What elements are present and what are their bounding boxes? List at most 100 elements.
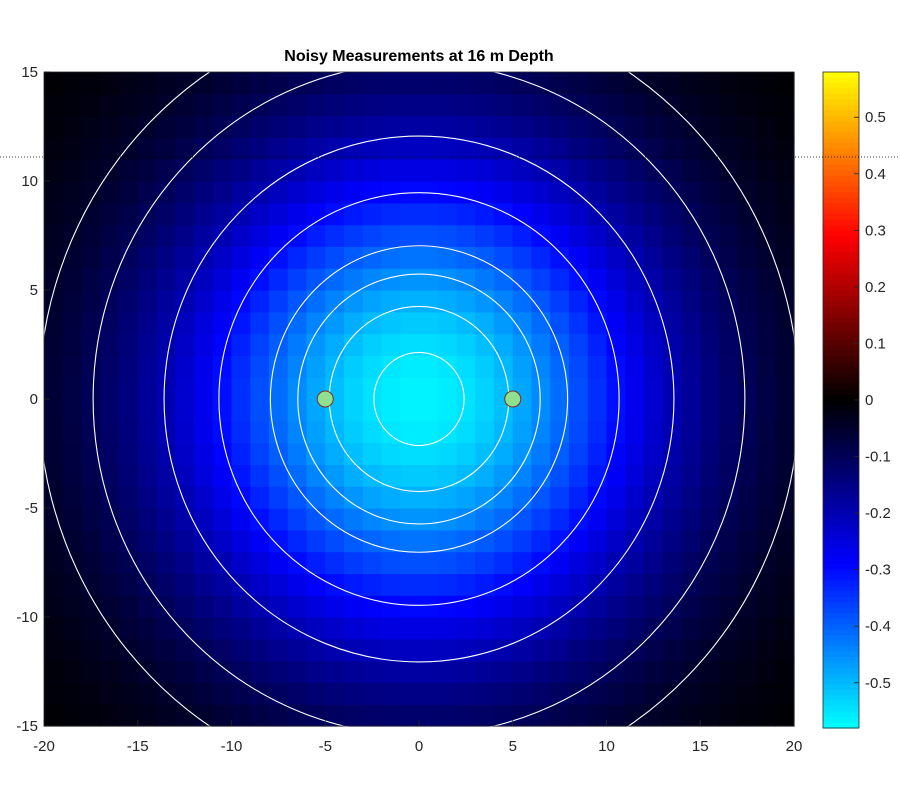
heatmap-cell — [644, 311, 664, 335]
heatmap-cell — [175, 93, 195, 117]
heatmap-cell — [231, 355, 251, 378]
heatmap-cell — [756, 617, 776, 640]
colorbar-band — [823, 186, 859, 193]
heatmap-cell — [250, 355, 270, 378]
heatmap-cell — [100, 399, 120, 422]
heatmap-cell — [62, 617, 83, 640]
heatmap-cell — [100, 137, 120, 160]
heatmap-cell — [456, 377, 476, 400]
heatmap-cell — [475, 704, 495, 727]
heatmap-cell — [475, 159, 495, 182]
heatmap-cell — [700, 420, 720, 444]
heatmap-cell — [494, 72, 514, 95]
colorbar-tick-label: 0.1 — [865, 335, 886, 352]
heatmap-cell — [700, 682, 720, 705]
heatmap-cell — [287, 682, 308, 705]
heatmap-cell — [250, 333, 270, 356]
heatmap-cell — [325, 682, 345, 705]
heatmap-cell — [156, 115, 176, 138]
heatmap-cell — [700, 529, 720, 553]
heatmap-cell — [700, 704, 720, 727]
heatmap-cell — [662, 704, 683, 727]
heatmap-cell — [756, 290, 776, 313]
heatmap-cell — [644, 508, 664, 531]
colorbar-band — [823, 126, 859, 133]
heatmap-cell — [475, 617, 495, 640]
heatmap-cell — [362, 115, 383, 138]
heatmap-cell — [662, 529, 683, 553]
heatmap-cell — [587, 638, 608, 662]
heatmap-cell — [512, 464, 533, 487]
heatmap-cell — [44, 551, 64, 574]
heatmap-cell — [362, 290, 383, 313]
heatmap-cell — [737, 115, 758, 138]
heatmap-cell — [512, 682, 533, 705]
heatmap-cell — [44, 355, 64, 378]
heatmap-cell — [62, 290, 83, 313]
heatmap-cell — [625, 268, 645, 291]
heatmap-cell — [475, 246, 495, 269]
heatmap-cell — [194, 617, 214, 640]
heatmap-cell — [100, 595, 120, 618]
heatmap-cell — [587, 355, 608, 378]
colorbar-band — [823, 711, 859, 718]
heatmap-cell — [419, 333, 439, 356]
colorbar-band — [823, 93, 859, 100]
colorbar-band — [823, 482, 859, 489]
heatmap-cell — [775, 551, 795, 574]
heatmap-cell — [62, 311, 83, 335]
heatmap-cell — [475, 638, 495, 662]
heatmap-cell — [119, 115, 139, 138]
heatmap-cell — [775, 115, 795, 138]
heatmap-cell — [625, 704, 645, 727]
heatmap-cell — [119, 311, 139, 335]
heatmap-cell — [231, 290, 251, 313]
heatmap-cell — [81, 442, 101, 465]
heatmap-cell — [62, 355, 83, 378]
heatmap-cell — [737, 311, 758, 335]
colorbar-band — [823, 132, 859, 139]
x-tick-label: 0 — [415, 738, 423, 755]
heatmap-cell — [419, 93, 439, 117]
heatmap-cell — [494, 355, 514, 378]
heatmap-cell — [156, 595, 176, 618]
heatmap-cell — [569, 442, 589, 465]
heatmap-cell — [550, 181, 570, 204]
heatmap-cell — [175, 355, 195, 378]
heatmap-cell — [212, 290, 233, 313]
heatmap-cell — [287, 529, 308, 553]
heatmap-cell — [456, 508, 476, 531]
heatmap-cell — [775, 311, 795, 335]
heatmap-cell — [400, 660, 420, 683]
heatmap-cell — [231, 181, 251, 204]
heatmap-cell — [269, 181, 289, 204]
heatmap-cell — [62, 333, 83, 356]
heatmap-cell — [44, 660, 64, 683]
heatmap-cell — [587, 268, 608, 291]
heatmap-cell — [400, 159, 420, 182]
heatmap-cell — [737, 660, 758, 683]
heatmap-cell — [325, 573, 345, 596]
heatmap-cell — [325, 115, 345, 138]
heatmap-cell — [737, 508, 758, 531]
colorbar-band — [823, 339, 859, 346]
heatmap-cell — [512, 660, 533, 683]
heatmap-cell — [119, 333, 139, 356]
heatmap-cell — [531, 72, 551, 95]
heatmap-cell — [119, 93, 139, 117]
heatmap-cell — [456, 442, 476, 465]
heatmap-cell — [437, 399, 458, 422]
heatmap-cell — [662, 617, 683, 640]
heatmap-cell — [681, 333, 701, 356]
heatmap-cell — [362, 704, 383, 727]
heatmap-cell — [531, 617, 551, 640]
heatmap-cell — [362, 682, 383, 705]
colorbar-band — [823, 618, 859, 625]
heatmap-cell — [362, 486, 383, 509]
heatmap-cell — [175, 529, 195, 553]
heatmap-cell — [44, 617, 64, 640]
heatmap-cell — [100, 246, 120, 269]
heatmap-cell — [212, 464, 233, 487]
heatmap-cell — [194, 333, 214, 356]
